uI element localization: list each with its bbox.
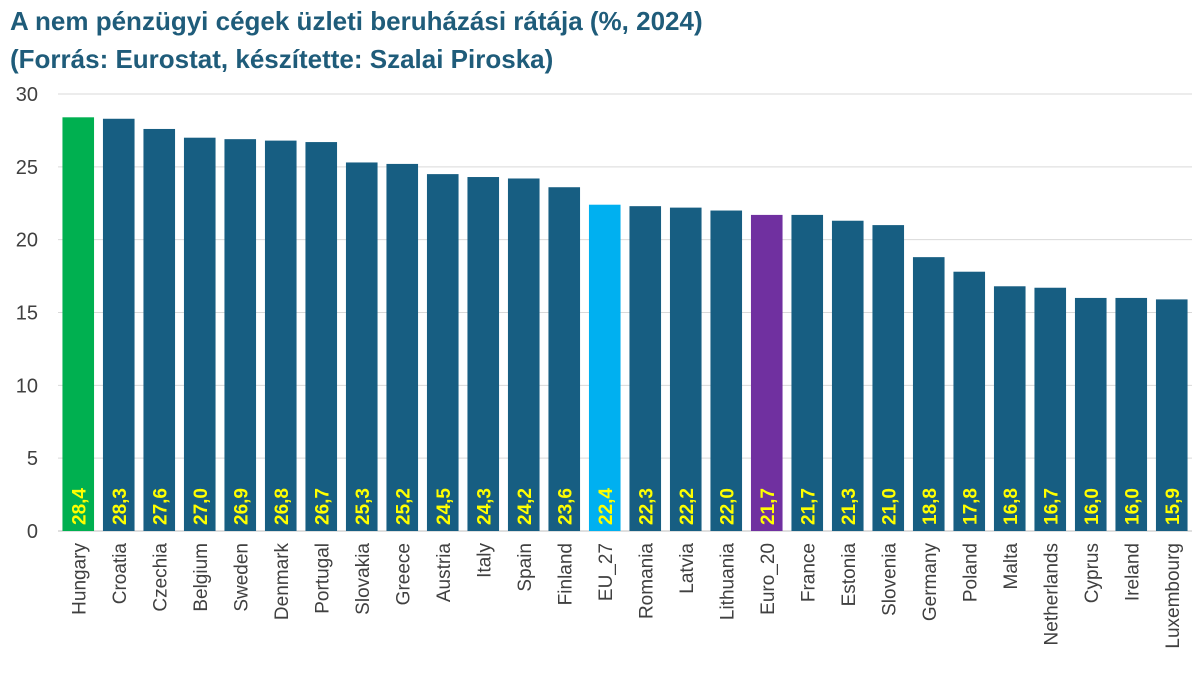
x-tick-label: Slovakia (353, 543, 374, 615)
bar-malta (993, 286, 1026, 531)
bar-euro-20 (750, 214, 783, 532)
data-labels: 28,4 28,3 27,6 27,0 26,9 26,8 26,7 25,3 25,2 24,5… (69, 488, 1184, 525)
data-label: 23,6 (555, 488, 576, 525)
x-tick-label: Latvia (677, 543, 698, 594)
x-tick-label: Luxembourg (1163, 543, 1184, 649)
y-axis: 0 5 10 15 20 25 30 (16, 84, 38, 543)
x-tick-label: Portugal (312, 543, 333, 614)
x-tick-label: France (798, 543, 819, 602)
x-tick-label: Sweden (231, 543, 252, 612)
bar-romania (629, 206, 662, 531)
x-tick-label: Finland (555, 543, 576, 605)
data-label: 18,8 (920, 488, 941, 525)
data-label: 22,3 (636, 488, 657, 525)
data-label: 27,0 (191, 488, 212, 525)
chart-title: A nem pénzügyi cégek üzleti beruházási r… (10, 6, 703, 36)
x-tick-label: Croatia (110, 543, 131, 605)
data-label: 27,6 (150, 488, 171, 525)
bar-greece (386, 163, 419, 532)
bar-netherlands (1034, 287, 1067, 531)
data-label: 16,7 (1041, 488, 1062, 525)
x-tick-label: Cyprus (1082, 543, 1103, 603)
bars (62, 117, 1188, 532)
bar-belgium (183, 137, 216, 531)
bar-lithuania (710, 210, 743, 532)
data-label: 24,3 (474, 488, 495, 525)
x-axis: Hungary Croatia Czechia Belgium Sweden Denmar… (69, 543, 1184, 649)
bar-finland (548, 187, 581, 531)
x-tick-label: Malta (1001, 543, 1022, 590)
x-tick-label: Italy (474, 543, 495, 578)
x-tick-label: Euro_20 (758, 543, 779, 615)
data-label: 16,8 (1001, 488, 1022, 525)
data-label: 26,8 (272, 488, 293, 525)
bar-italy (467, 177, 500, 531)
x-tick-label: Slovenia (879, 543, 900, 616)
x-tick-label: Romania (636, 543, 657, 619)
x-tick-label: Estonia (839, 543, 860, 607)
data-label: 28,3 (110, 488, 131, 525)
bar-spain (507, 178, 540, 531)
bar-hungary (62, 117, 95, 531)
data-label: 25,3 (353, 488, 374, 525)
data-label: 21,7 (758, 488, 779, 525)
x-tick-label: Czechia (150, 543, 171, 612)
data-label: 24,5 (434, 488, 455, 525)
data-label: 22,4 (596, 488, 617, 525)
bar-sweden (224, 139, 257, 531)
data-label: 28,4 (69, 488, 90, 525)
y-tick-label: 20 (16, 230, 38, 252)
data-label: 16,0 (1122, 488, 1143, 525)
x-tick-label: Lithuania (717, 543, 738, 621)
x-tick-label: Greece (393, 543, 414, 605)
bar-slovenia (872, 225, 905, 531)
y-tick-label: 10 (16, 375, 38, 397)
bar-latvia (669, 207, 702, 531)
bar-austria (426, 174, 459, 531)
data-label: 26,9 (231, 488, 252, 525)
bar-luxembourg (1155, 299, 1188, 531)
x-tick-label: Netherlands (1041, 543, 1062, 645)
data-label: 24,2 (515, 488, 536, 525)
data-label: 16,0 (1082, 488, 1103, 525)
x-tick-label: Ireland (1122, 543, 1143, 601)
y-tick-label: 5 (27, 448, 38, 470)
bar-cyprus (1074, 297, 1107, 531)
bar-croatia (102, 118, 135, 531)
x-tick-label: Hungary (69, 543, 90, 615)
x-tick-label: Poland (960, 543, 981, 602)
data-label: 21,0 (879, 488, 900, 525)
bar-denmark (264, 140, 297, 531)
x-tick-label: Spain (515, 543, 536, 592)
y-tick-label: 0 (27, 521, 38, 543)
bar-estonia (831, 220, 864, 532)
bar-germany (912, 257, 945, 531)
x-tick-label: Denmark (272, 543, 293, 621)
y-tick-label: 30 (16, 84, 38, 106)
bar-poland (953, 271, 986, 531)
x-tick-label: Germany (920, 543, 941, 622)
bar-france (791, 214, 824, 532)
data-label: 15,9 (1163, 488, 1184, 525)
bar-portugal (305, 142, 338, 531)
data-label: 22,0 (717, 488, 738, 525)
data-label: 26,7 (312, 488, 333, 525)
x-tick-label: EU_27 (596, 543, 617, 601)
bar-eu-27 (588, 204, 621, 531)
y-tick-label: 15 (16, 303, 38, 325)
y-tick-label: 25 (16, 157, 38, 179)
data-label: 21,3 (839, 488, 860, 525)
bar-ireland (1115, 297, 1148, 531)
bar-czechia (143, 128, 176, 531)
data-label: 25,2 (393, 488, 414, 525)
bar-slovakia (345, 162, 378, 532)
data-label: 22,2 (677, 488, 698, 525)
chart-subtitle: (Forrás: Eurostat, készítette: Szalai Pi… (10, 44, 554, 74)
data-label: 17,8 (960, 488, 981, 525)
x-tick-label: Belgium (191, 543, 212, 612)
data-label: 21,7 (798, 488, 819, 525)
x-tick-label: Austria (434, 543, 455, 603)
